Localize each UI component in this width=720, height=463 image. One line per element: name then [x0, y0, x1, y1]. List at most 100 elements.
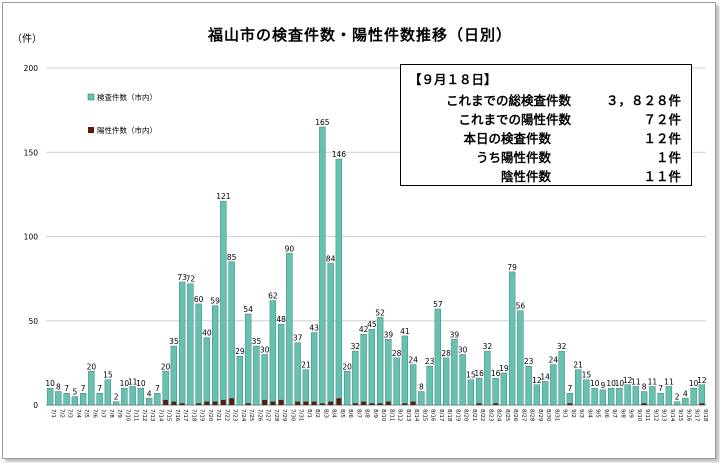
- data-label: 10: [590, 379, 600, 388]
- x-tick-label: 9/8: [619, 409, 625, 418]
- x-tick-label: 8/11: [388, 409, 394, 421]
- bar-tests: [63, 393, 70, 406]
- bar-positives: [377, 403, 383, 405]
- bar-tests: [360, 334, 367, 406]
- bar-tests: [566, 393, 574, 406]
- bar-positives: [245, 403, 251, 405]
- bar-positives: [319, 403, 325, 405]
- x-tick-label: 7/13: [149, 409, 155, 422]
- bar-positives: [171, 401, 177, 405]
- x-tick-label: 8/10: [380, 409, 386, 422]
- summary-value: １１件: [643, 169, 681, 184]
- bar-positives: [699, 403, 705, 405]
- x-tick-label: 8/24: [496, 409, 502, 422]
- summary-label: これまでの総検査件数: [445, 93, 571, 108]
- data-label: 84: [326, 254, 336, 263]
- x-tick-label: 7/23: [232, 409, 238, 422]
- bar-tests: [541, 381, 549, 406]
- bar-tests: [500, 372, 508, 406]
- bar-tests: [451, 339, 458, 406]
- bar-tests: [319, 126, 326, 406]
- x-tick-label: 9/16: [685, 409, 691, 422]
- data-label: 8: [56, 383, 61, 392]
- data-label: 7: [155, 384, 160, 393]
- data-label: 16: [474, 369, 484, 378]
- x-tick-label: 7/16: [174, 409, 180, 422]
- data-label: 14: [540, 372, 550, 381]
- bar-positives: [336, 398, 342, 405]
- bar-tests: [616, 387, 623, 406]
- bar-tests: [187, 283, 194, 406]
- x-tick-label: 8/19: [454, 409, 460, 422]
- data-label: 11: [128, 377, 138, 386]
- x-tick-label: 8/23: [487, 409, 493, 422]
- bar-tests: [79, 393, 87, 406]
- x-tick-label: 8/14: [413, 409, 419, 422]
- legend-swatch-tests: [87, 93, 95, 101]
- bar-tests: [583, 379, 590, 406]
- x-tick-label: 8/3: [322, 409, 328, 418]
- bar-tests: [517, 310, 524, 406]
- summary-value: １件: [655, 150, 681, 165]
- x-tick-label: 8/2: [314, 409, 320, 418]
- summary-box: 【９月１８日】 これまでの総検査件数 ３，８２８件 これまでの陽性件数 ７２件 …: [400, 64, 692, 186]
- bar-positives: [410, 401, 416, 405]
- data-label: 28: [392, 349, 402, 358]
- y-axis-ticks: 0 50 100 150 200: [24, 64, 39, 410]
- data-label: 10: [689, 379, 699, 388]
- bar-tests: [88, 371, 95, 406]
- data-label: 9: [600, 381, 605, 390]
- bar-tests: [335, 158, 343, 406]
- x-tick-label: 9/13: [661, 409, 667, 422]
- bar-tests: [55, 391, 62, 406]
- data-label: 29: [235, 347, 245, 356]
- summary-label: 本日の検査件数: [463, 131, 551, 146]
- x-tick-label: 7/21: [215, 409, 221, 421]
- bar-tests: [574, 369, 582, 406]
- bar-tests: [632, 386, 640, 406]
- data-label: 11: [664, 377, 674, 386]
- data-label: 42: [359, 325, 369, 334]
- data-label: 35: [252, 337, 262, 346]
- x-tick-label: 7/5: [83, 409, 89, 418]
- data-label: 2: [114, 393, 119, 402]
- x-tick-label: 7/31: [298, 409, 304, 421]
- bar-positives: [303, 401, 309, 405]
- data-label: 11: [648, 377, 658, 386]
- y-tick-label: 200: [24, 64, 39, 73]
- bar-positives: [204, 401, 210, 405]
- x-tick-label: 9/4: [586, 409, 592, 418]
- summary-label: 陰性件数: [500, 169, 551, 184]
- data-label: 40: [202, 329, 212, 338]
- x-tick-label: 9/14: [669, 409, 675, 422]
- bar-positives: [476, 403, 482, 405]
- x-tick-label: 7/2: [58, 409, 64, 418]
- bar-tests: [244, 313, 252, 406]
- data-label: 10: [45, 379, 55, 388]
- bar-tests: [508, 271, 516, 406]
- bar-tests: [682, 398, 689, 406]
- legend-swatch-positives: [88, 127, 94, 133]
- x-tick-label: 9/18: [702, 409, 708, 422]
- data-label: 15: [466, 371, 476, 380]
- data-label: 11: [631, 377, 641, 386]
- bar-tests: [492, 377, 499, 406]
- data-label: 56: [516, 302, 526, 311]
- data-label: 16: [491, 369, 501, 378]
- x-tick-label: 7/9: [116, 409, 122, 418]
- data-label: 90: [285, 244, 295, 253]
- bar-positives: [493, 403, 499, 405]
- bar-tests: [154, 393, 161, 406]
- data-label: 4: [683, 389, 688, 398]
- data-label: 8: [419, 383, 424, 392]
- bar-tests: [261, 354, 268, 406]
- data-label: 146: [332, 150, 347, 159]
- x-tick-label: 8/20: [463, 409, 469, 422]
- data-label: 57: [433, 300, 443, 309]
- bar-tests: [294, 342, 301, 406]
- data-label: 10: [615, 379, 625, 388]
- bar-tests: [385, 339, 392, 406]
- x-tick-label: 9/7: [611, 409, 617, 418]
- bar-positives: [311, 401, 317, 405]
- x-tick-label: 7/25: [248, 409, 254, 422]
